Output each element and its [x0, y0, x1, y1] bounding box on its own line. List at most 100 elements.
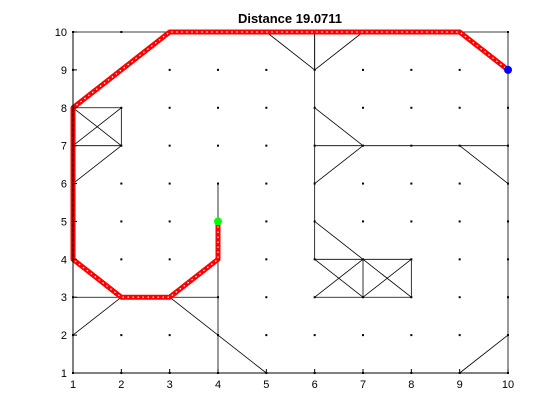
y-tick-label: 9	[61, 65, 67, 77]
graph-node	[265, 68, 268, 71]
graph-node	[217, 144, 219, 147]
graph-node	[410, 106, 413, 109]
graph-node	[410, 296, 413, 299]
graph-node	[168, 182, 171, 185]
graph-node	[265, 106, 268, 109]
graph-node	[265, 220, 268, 223]
graph-node	[217, 182, 219, 185]
chart-title: Distance 19.0711	[238, 11, 342, 26]
graph-node	[313, 220, 316, 223]
y-tick-label: 4	[61, 254, 67, 266]
graph-node	[410, 68, 413, 71]
y-tick-label: 7	[61, 141, 67, 153]
graph-edge	[459, 145, 509, 184]
graph-node	[168, 334, 171, 337]
graph-node	[507, 258, 509, 261]
x-tick-label: 6	[312, 379, 318, 391]
y-tick-label: 1	[61, 368, 67, 380]
graph-node	[507, 31, 509, 33]
x-tick-label: 3	[167, 379, 173, 391]
graph-node	[362, 258, 364, 261]
graph-edge	[459, 334, 509, 374]
graph-edge	[72, 107, 122, 146]
graph-node	[265, 182, 268, 185]
graph-node	[120, 106, 123, 109]
graph-edge	[314, 221, 364, 260]
graph-node	[507, 220, 509, 223]
endpoint-markers	[214, 65, 512, 226]
graph-edge	[314, 259, 364, 298]
graph-edge	[72, 145, 122, 184]
x-tick-label: 4	[215, 379, 221, 391]
graph-node	[217, 106, 219, 109]
y-tick-label: 2	[61, 330, 67, 342]
graph-node	[410, 144, 413, 147]
graph-node	[217, 68, 219, 71]
graph-edge	[266, 31, 315, 71]
graph-node	[458, 68, 461, 71]
y-tick-label: 3	[61, 292, 67, 304]
graph-node	[265, 144, 268, 147]
graph-node	[362, 144, 364, 147]
graph-node	[458, 334, 461, 337]
graph-node	[120, 220, 123, 223]
graph-node	[362, 106, 364, 109]
goal-marker	[504, 65, 512, 74]
graph-node	[458, 296, 461, 299]
x-tick-label: 9	[457, 379, 463, 391]
x-tick-label: 5	[263, 379, 269, 391]
graph-node	[362, 68, 364, 71]
graph-node	[265, 296, 268, 299]
y-tick-label: 10	[55, 27, 67, 39]
graph-edge	[314, 145, 364, 184]
graph-node	[458, 182, 461, 185]
graph-node	[458, 106, 461, 109]
graph-node	[313, 258, 316, 261]
graph-edge	[314, 31, 364, 71]
graph-node	[410, 220, 413, 223]
graph-node	[168, 106, 171, 109]
graph-node	[507, 144, 509, 147]
graph-node	[265, 258, 268, 261]
graph-node	[265, 334, 268, 337]
graph-node	[507, 182, 509, 185]
x-tick-label: 10	[502, 379, 514, 391]
graph-node	[168, 144, 171, 147]
graph-node	[120, 144, 123, 147]
graph-node	[120, 258, 123, 261]
axes: 1 2 3 4 5 6 7 8 9 10 1 2 3 4 5 6 7 8 9 10	[55, 27, 514, 391]
graph-node	[168, 258, 171, 261]
graph-node	[362, 220, 364, 223]
graph-node	[120, 182, 123, 185]
graph-node	[313, 296, 316, 299]
graph-edge	[72, 296, 122, 336]
graph-edge	[314, 107, 364, 146]
graph-node	[410, 334, 413, 337]
graph-node	[313, 182, 316, 185]
x-tick-label: 2	[118, 379, 124, 391]
y-tick-label: 6	[61, 179, 67, 191]
graph-node	[410, 182, 413, 185]
graph-node	[507, 334, 509, 337]
graph-node	[313, 68, 316, 71]
graph-node	[168, 220, 171, 223]
graph-node	[313, 334, 316, 337]
start-marker	[214, 217, 222, 226]
x-tick-label: 7	[360, 379, 366, 391]
x-tick-label: 8	[408, 379, 414, 391]
graph-node	[168, 68, 171, 71]
graph-node	[217, 334, 219, 337]
y-tick-label: 8	[61, 103, 67, 115]
graph-node	[362, 182, 364, 185]
graph-node	[120, 334, 123, 337]
graph-node	[313, 106, 316, 109]
graph-node	[458, 144, 461, 147]
graph-node	[458, 220, 461, 223]
graph-node	[410, 258, 413, 261]
graph-edge	[362, 259, 412, 298]
graph-node	[313, 144, 316, 147]
graph-node	[458, 258, 461, 261]
y-tick-label: 5	[61, 216, 67, 228]
